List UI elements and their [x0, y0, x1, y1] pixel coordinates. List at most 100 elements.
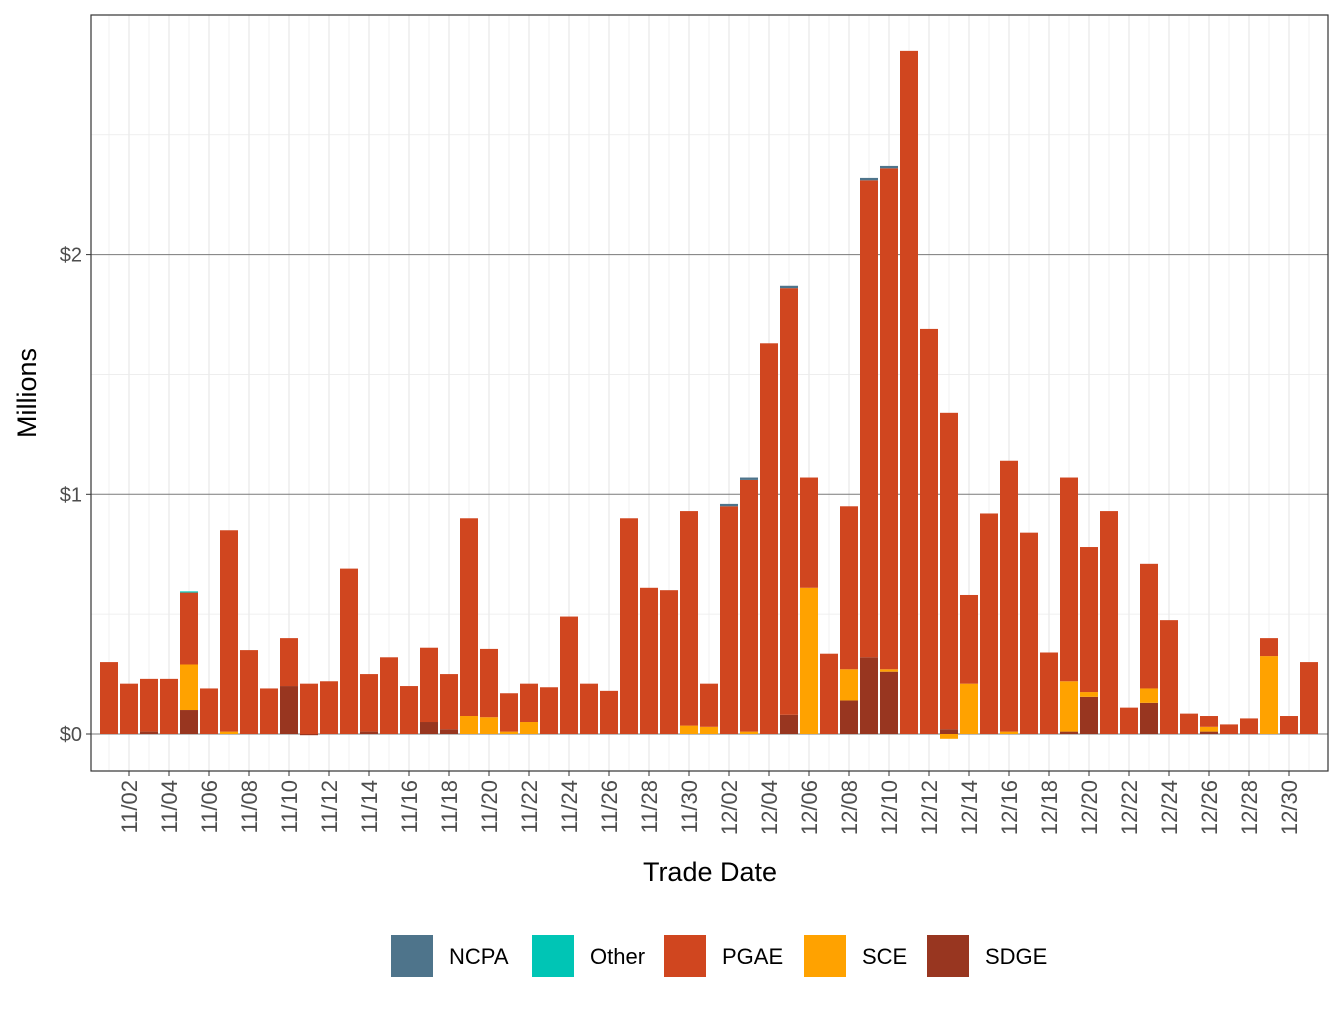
x-tick-label: 12/14: [957, 780, 982, 835]
bar-pgae-12-13: [940, 412, 958, 730]
x-tick-label: 12/12: [917, 780, 942, 835]
panel-border: [90, 14, 1329, 772]
legend: NCPA Other PGAE SCE SDGE: [391, 935, 1047, 977]
x-tick-label: 11/10: [277, 780, 302, 833]
x-tick-label: 11/18: [437, 780, 462, 833]
bar-pgae-12-16: [1000, 460, 1018, 732]
legend-label-sdge: SDGE: [985, 944, 1047, 969]
bar-pgae-12-03: [740, 479, 758, 732]
x-tick-label: 11/22: [517, 780, 542, 833]
bar-pgae-12-25: [1180, 713, 1198, 734]
x-tick-label: 11/02: [117, 780, 142, 833]
bar-pgae-12-17: [1020, 532, 1038, 734]
bar-pgae-12-22: [1120, 707, 1138, 734]
bar-pgae-11-02: [120, 683, 138, 734]
x-axis-title: Trade Date: [643, 857, 777, 887]
bar-sce-12-13: [940, 734, 958, 739]
bar-sce-12-14: [960, 683, 978, 734]
bar-pgae-12-05: [780, 288, 798, 715]
x-tick-label: 12/08: [837, 780, 862, 835]
legend-key-ncpa: [391, 935, 433, 977]
bar-pgae-12-21: [1100, 511, 1118, 734]
bar-sdge-11-18: [440, 729, 458, 734]
x-tick-label: 12/06: [797, 780, 822, 835]
bar-sce-12-26: [1200, 726, 1218, 732]
y-axis-title: Millions: [12, 348, 42, 438]
bar-ncpa-12-10: [880, 165, 898, 169]
y-tick-label: $0: [60, 724, 82, 746]
bar-pgae-12-09: [860, 180, 878, 658]
bar-pgae-11-21: [500, 693, 518, 732]
bar-pgae-11-19: [460, 518, 478, 717]
bar-sce-12-16: [1000, 731, 1018, 734]
bar-pgae-12-24: [1160, 620, 1178, 734]
bar-pgae-11-06: [200, 688, 218, 734]
bar-sdge-12-19: [1060, 731, 1078, 734]
bar-pgae-11-27: [620, 518, 638, 734]
bar-sce-11-30: [680, 725, 698, 734]
bar-pgae-11-25: [580, 683, 598, 734]
bar-pgae-12-02: [720, 506, 738, 734]
bar-pgae-12-11: [900, 50, 918, 734]
x-tick-label: 11/08: [237, 780, 262, 833]
bar-ncpa-12-03: [740, 477, 758, 480]
bar-pgae-11-13: [340, 568, 358, 734]
bar-pgae-11-04: [160, 678, 178, 734]
bar-sce-12-29: [1260, 656, 1278, 734]
legend-key-pgae: [664, 935, 706, 977]
bar-sdge-12-23: [1140, 702, 1158, 734]
bar-pgae-11-24: [560, 616, 578, 734]
bar-pgae-12-06: [800, 477, 818, 588]
bar-sce-11-05: [180, 664, 198, 711]
x-tick-label: 12/18: [1037, 780, 1062, 835]
legend-key-sce: [804, 935, 846, 977]
y-tick-label: $2: [60, 245, 82, 267]
bar-pgae-11-15: [380, 657, 398, 734]
bar-sce-11-07: [220, 731, 238, 734]
bars: [100, 50, 1318, 739]
bar-pgae-11-28: [640, 587, 658, 734]
bar-pgae-12-04: [760, 343, 778, 734]
legend-label-other: Other: [590, 944, 645, 969]
bar-pgae-12-20: [1080, 547, 1098, 693]
bar-sce-11-19: [460, 716, 478, 734]
bar-sce-12-03: [740, 731, 758, 734]
bar-pgae-11-23: [540, 687, 558, 734]
bar-pgae-11-12: [320, 681, 338, 734]
bar-pgae-12-14: [960, 594, 978, 684]
bar-pgae-12-30: [1280, 716, 1298, 734]
x-tick-label: 12/22: [1117, 780, 1142, 835]
bar-sce-12-23: [1140, 688, 1158, 703]
bar-pgae-12-23: [1140, 563, 1158, 689]
x-tick-label: 11/20: [477, 780, 502, 833]
bar-pgae-11-29: [660, 590, 678, 734]
bar-pgae-12-27: [1220, 724, 1238, 734]
bar-sdge-12-05: [780, 714, 798, 734]
bar-sce-12-08: [840, 669, 858, 701]
x-tick-label: 11/26: [597, 780, 622, 833]
bar-other-11-05: [180, 591, 198, 593]
bar-sce-11-22: [520, 722, 538, 734]
bar-sce-12-19: [1060, 681, 1078, 732]
x-tick-label: 12/02: [717, 780, 742, 835]
legend-label-ncpa: NCPA: [449, 944, 509, 969]
bar-sce-12-20: [1080, 692, 1098, 697]
bar-sce-12-10: [880, 669, 898, 672]
bar-pgae-11-08: [240, 650, 258, 734]
x-tick-label: 11/06: [197, 780, 222, 833]
x-tick-label: 11/28: [637, 780, 662, 833]
legend-label-pgae: PGAE: [722, 944, 783, 969]
x-tick-label: 12/10: [877, 780, 902, 835]
bar-sce-11-21: [500, 731, 518, 734]
bar-ncpa-12-02: [720, 503, 738, 507]
bar-pgae-11-26: [600, 690, 618, 734]
bar-sdge-11-05: [180, 710, 198, 734]
bar-pgae-11-01: [100, 662, 118, 734]
bar-pgae-12-15: [980, 513, 998, 734]
bar-sdge-12-13: [940, 729, 958, 734]
legend-label-sce: SCE: [862, 944, 907, 969]
bar-pgae-12-28: [1240, 718, 1258, 734]
bar-pgae-12-10: [880, 168, 898, 670]
bar-sdge-12-08: [840, 700, 858, 734]
bar-sdge-11-17: [420, 722, 438, 734]
